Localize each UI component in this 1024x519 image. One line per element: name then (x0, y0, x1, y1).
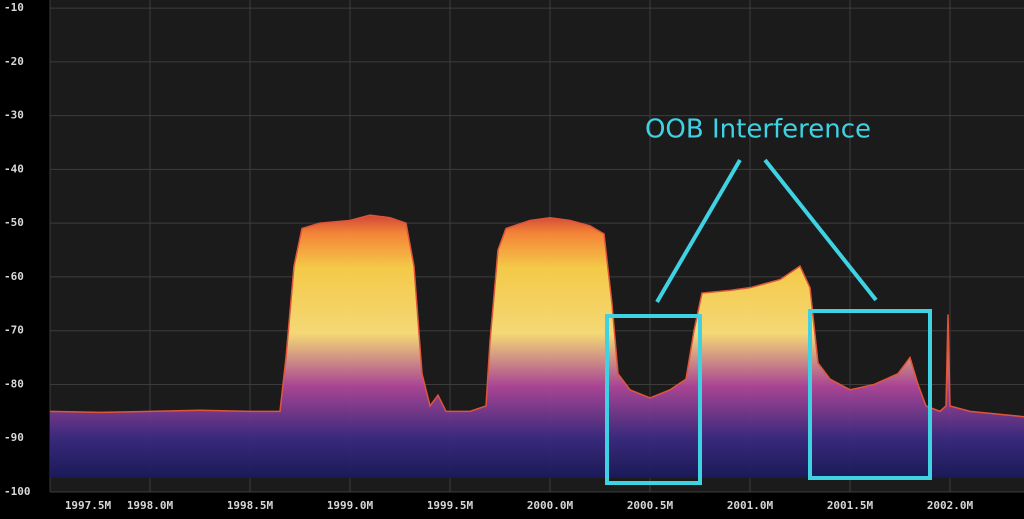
marks (49, 214, 1024, 478)
y-tick-label: -60 (4, 270, 24, 283)
x-tick-label: 2001.5M (827, 499, 874, 512)
x-tick-label: 2000.5M (627, 499, 674, 512)
x-tick-label: 2002.0M (927, 499, 974, 512)
annotation-text: OOB Interference (645, 115, 871, 145)
y-tick-label: -30 (4, 109, 24, 122)
ticks: -10 -20 -30 -40 -50 -60 -70 -80 -90 -100 1997.5M 19… (4, 1, 974, 512)
highlight-box (605, 314, 702, 485)
x-tick-label: 1999.5M (427, 499, 474, 512)
persistence-fill (50, 215, 1024, 478)
pointer-line (655, 158, 742, 304)
y-tick-label: -10 (4, 1, 24, 14)
y-tick-label: -90 (4, 431, 24, 444)
x-tick-label: 1997.5M (65, 499, 112, 512)
x-tick-label: 2000.0M (527, 499, 574, 512)
y-tick-label: -40 (4, 162, 24, 175)
x-tick-label: 1999.0M (327, 499, 374, 512)
y-tick-label: -80 (4, 377, 24, 390)
x-tick-label: 1998.0M (127, 499, 174, 512)
y-tick-label: -70 (4, 324, 24, 337)
y-tick-label: -50 (4, 216, 24, 229)
pointer-line (763, 158, 878, 302)
annotation: OOB Interference (605, 115, 932, 485)
highlight-box (808, 309, 932, 480)
y-tick-label: -100 (4, 485, 31, 498)
x-tick-label: 2001.0M (727, 499, 774, 512)
max-hold-trace (49, 214, 1024, 418)
y-tick-label: -20 (4, 55, 24, 68)
x-tick-label: 1998.5M (227, 499, 274, 512)
